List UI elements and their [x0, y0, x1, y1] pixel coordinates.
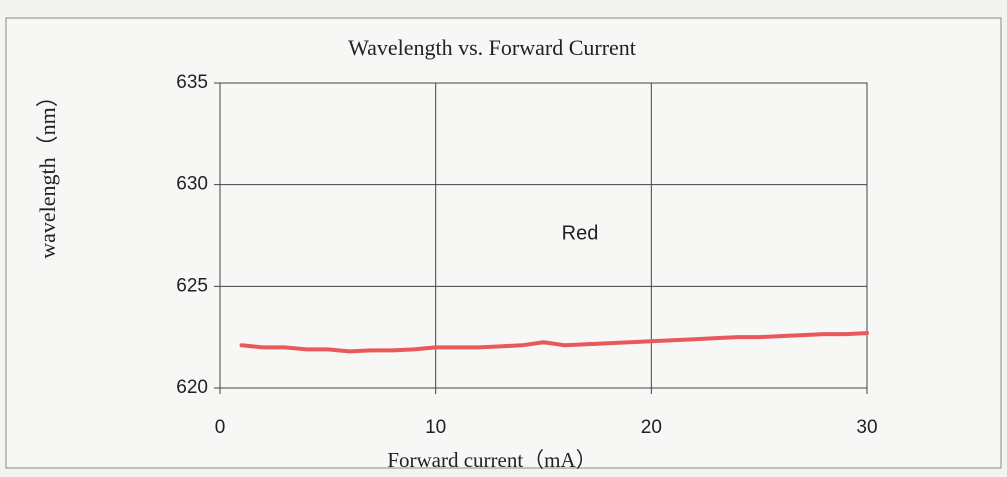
annotation: Red [562, 222, 599, 244]
x-tick-label: 0 [215, 417, 226, 438]
chart-title: Wavelength vs. Forward Current [348, 35, 636, 60]
y-axis-label: wavelength（nm） [35, 85, 60, 259]
y-tick-label: 635 [176, 72, 208, 93]
data-line [239, 331, 869, 354]
x-axis-label: Forward current（mA） [387, 448, 596, 472]
chart-frame [5, 17, 1002, 469]
x-tick-label: 30 [856, 417, 877, 438]
y-tick-label: 625 [176, 275, 208, 296]
x-tick-label: 10 [425, 417, 446, 438]
y-tick-label: 620 [176, 377, 208, 398]
x-tick-label: 20 [641, 417, 662, 438]
y-tick-label: 630 [176, 174, 208, 195]
